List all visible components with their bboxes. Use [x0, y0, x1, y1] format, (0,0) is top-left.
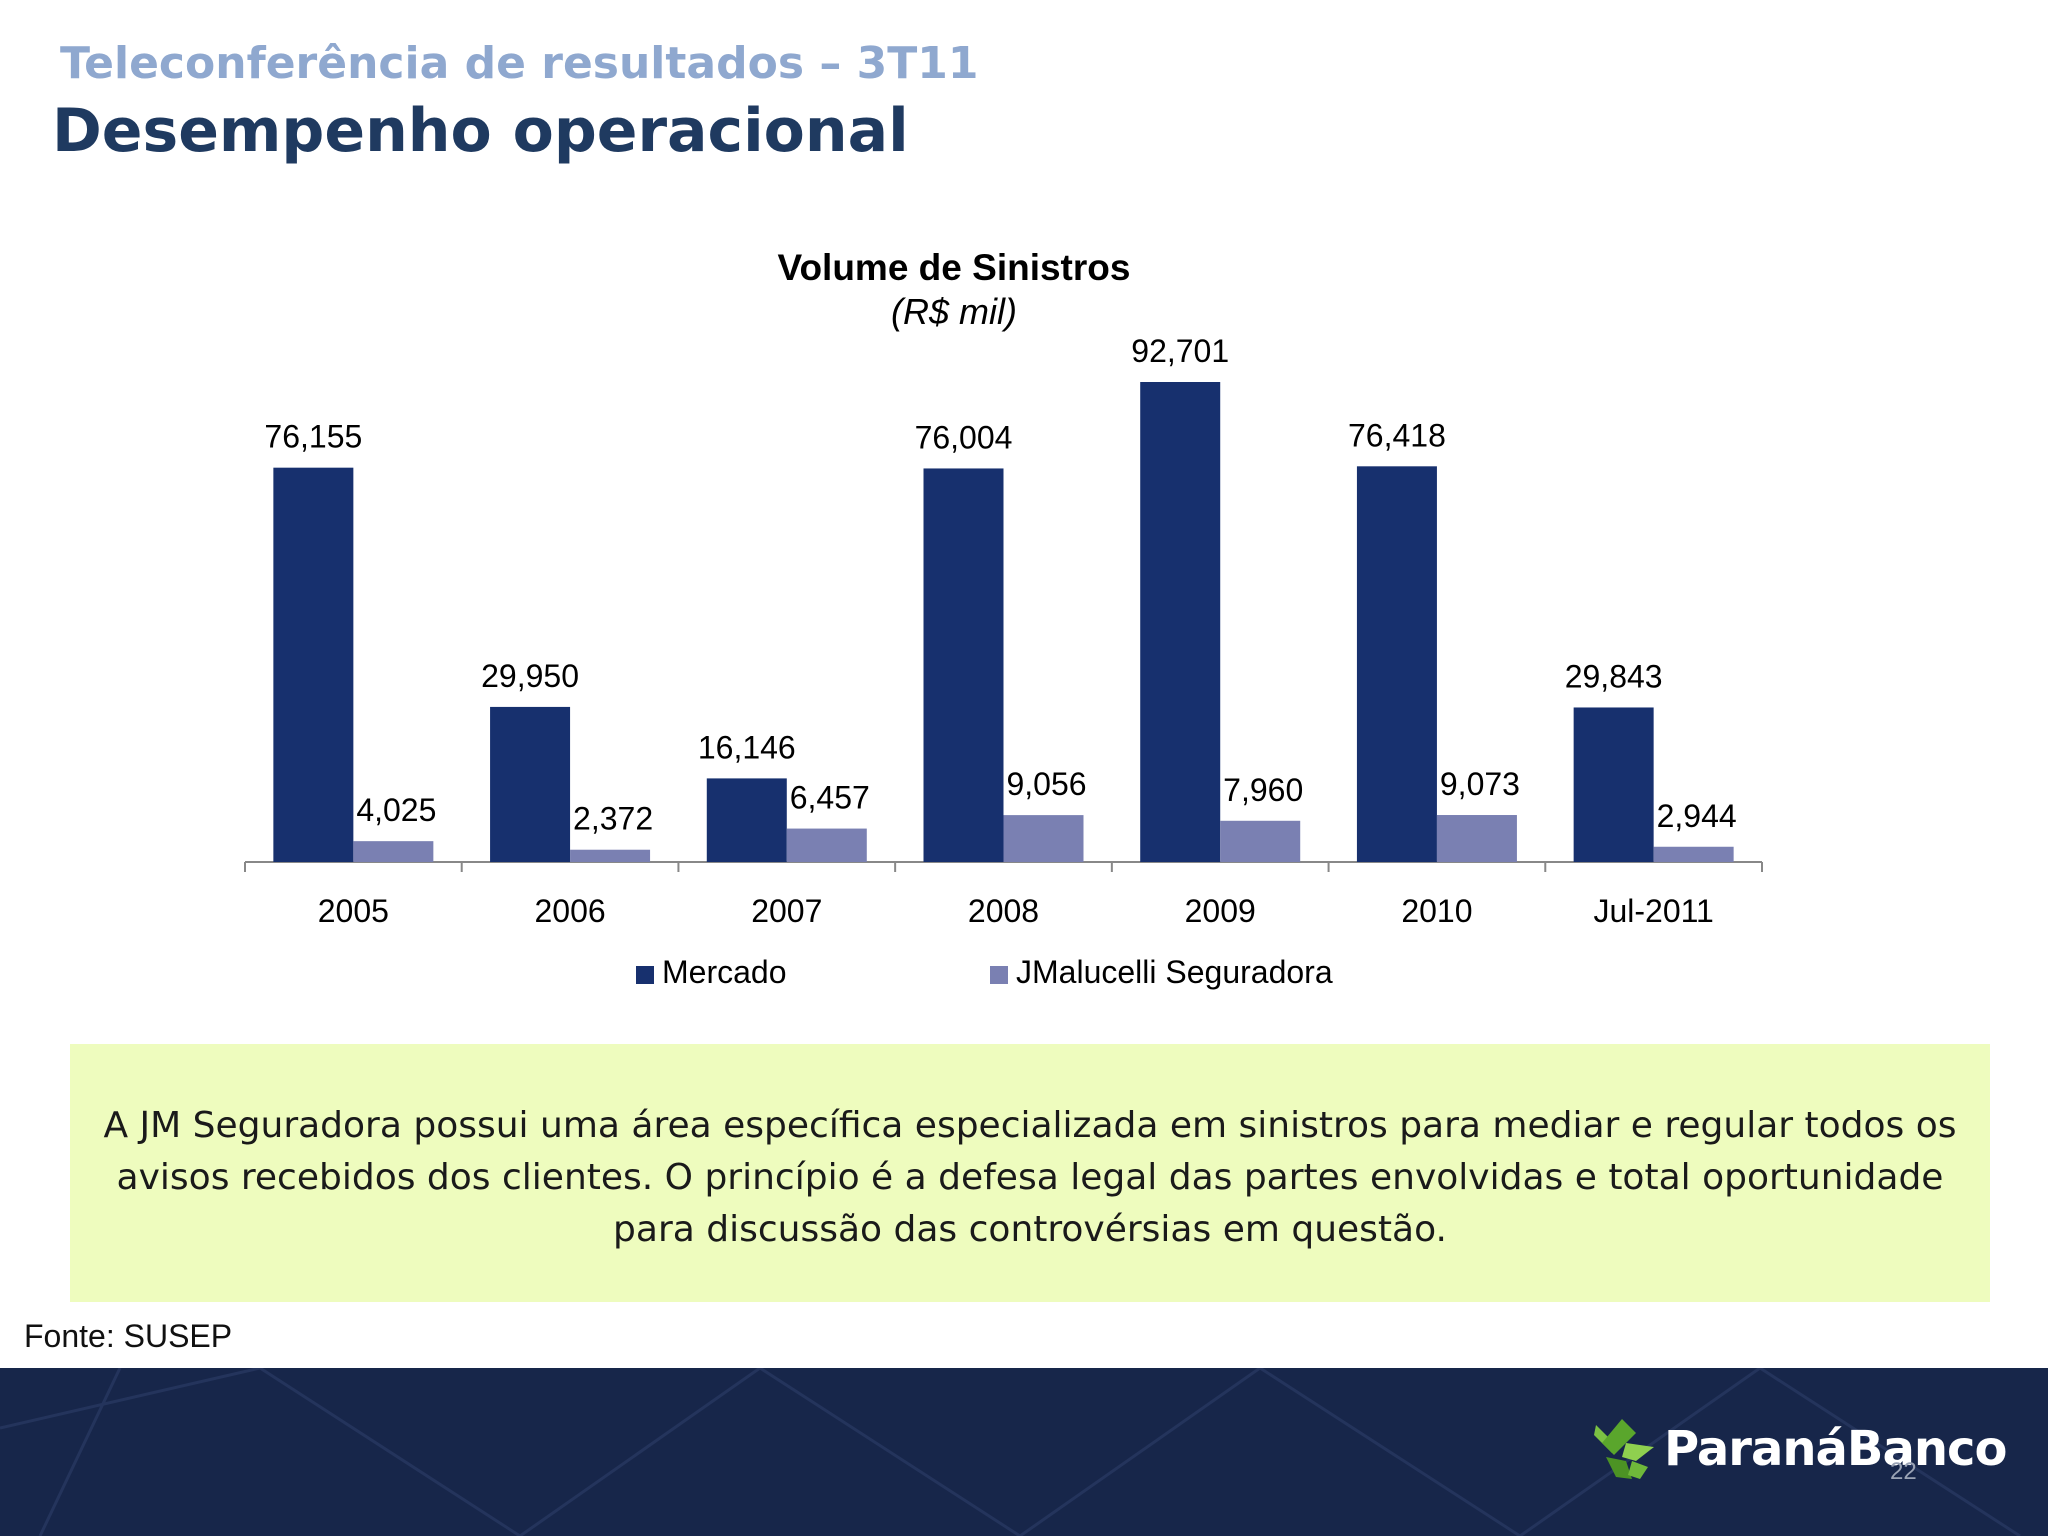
bar-mercado: [273, 467, 354, 862]
data-label: 4,025: [356, 792, 436, 828]
bar-jmalucelli: [1003, 815, 1084, 862]
x-tick-label: Jul-2011: [1593, 893, 1713, 929]
page-number: 22: [1890, 1458, 1917, 1485]
x-tick-label: 2006: [534, 893, 605, 929]
data-label: 76,155: [264, 419, 362, 455]
bar-mercado: [490, 706, 571, 862]
bar-mercado: [1356, 466, 1437, 862]
data-label: 6,457: [790, 780, 870, 816]
chart-subtitle: (R$ mil): [891, 291, 1017, 332]
legend-swatch: [636, 966, 654, 984]
bar-chart: Volume de Sinistros(R$ mil) 2005 76,155 4,0…: [244, 247, 1763, 990]
source-note: Fonte: SUSEP: [24, 1318, 233, 1354]
legend-label: JMalucelli Seguradora: [1016, 954, 1333, 990]
bar-jmalucelli: [1653, 846, 1734, 862]
bar-mercado: [706, 778, 787, 862]
logo-text: ParanáBanco: [1664, 1421, 2007, 1477]
bar-jmalucelli: [353, 841, 434, 862]
data-label: 2,372: [573, 801, 653, 837]
chart-title: Volume de Sinistros: [778, 247, 1131, 288]
x-tick-label: 2010: [1401, 893, 1472, 929]
bar-jmalucelli: [1436, 815, 1517, 862]
slide-title: Desempenho operacional: [52, 96, 909, 166]
info-text: A JM Seguradora possui uma área específi…: [103, 1105, 1957, 1250]
data-label: 76,418: [1348, 417, 1446, 453]
bar-jmalucelli: [786, 828, 867, 862]
x-tick-label: 2005: [318, 893, 389, 929]
info-box: A JM Seguradora possui uma área específi…: [70, 1044, 1990, 1302]
bar-jmalucelli: [1220, 820, 1301, 862]
legend-label: Mercado: [662, 954, 787, 990]
bar-mercado: [1140, 382, 1221, 862]
paranabanco-logo: ParanáBanco: [1592, 1414, 2007, 1484]
data-label: 9,073: [1440, 766, 1520, 802]
x-tick-label: 2007: [751, 893, 822, 929]
data-label: 7,960: [1223, 772, 1303, 808]
x-tick-label: 2009: [1185, 893, 1256, 929]
data-label: 9,056: [1006, 766, 1086, 802]
data-label: 29,950: [481, 658, 579, 694]
data-label: 92,701: [1131, 333, 1229, 369]
logo-mark-icon: [1594, 1419, 1654, 1479]
data-label: 76,004: [915, 419, 1013, 455]
legend-swatch: [990, 966, 1008, 984]
presentation-subtitle: Teleconferência de resultados – 3T11: [60, 38, 979, 89]
data-label: 29,843: [1565, 658, 1663, 694]
bar-jmalucelli: [570, 849, 651, 862]
data-label: 16,146: [698, 729, 796, 765]
data-label: 2,944: [1657, 798, 1737, 834]
bar-mercado: [1573, 707, 1654, 862]
bar-mercado: [923, 468, 1004, 862]
footer-band: ParanáBanco 22: [0, 1368, 2048, 1536]
x-tick-label: 2008: [968, 893, 1039, 929]
